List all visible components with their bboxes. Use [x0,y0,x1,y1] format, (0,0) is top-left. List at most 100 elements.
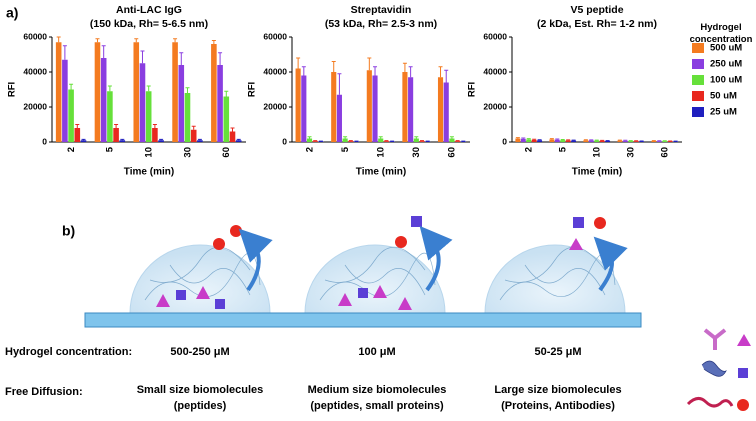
error-bar [521,137,526,139]
error-bar [623,139,628,141]
legend-swatch [692,91,704,101]
error-bar [373,66,378,76]
x-tick-label: 5 [558,146,569,152]
bar [617,140,623,142]
bar [460,141,466,142]
x-tick-label: 5 [340,146,351,152]
error-bar [101,45,106,58]
bar [583,140,589,142]
error-bar [560,139,565,141]
error-bar [159,138,164,141]
error-bar [455,140,460,142]
bar [560,140,566,142]
error-bar [114,124,119,128]
bar [667,141,673,142]
bar [353,141,360,142]
error-bar [134,38,139,43]
y-tick-label: 0 [282,136,287,146]
error-bar [402,62,407,72]
bar [605,140,611,142]
y-tick-label: 20000 [23,101,47,111]
y-tick-label: 60000 [263,31,287,41]
bar [455,141,461,142]
bar [55,42,62,142]
bar [119,140,126,142]
bar [100,58,107,142]
diffusion-text: Large size biomolecules [494,384,621,396]
chart-subtitle: (53 kDa, Rh= 2.5-3 nm) [325,18,437,30]
error-bar [438,66,443,78]
error-bar [179,52,184,65]
error-bar [230,127,235,132]
chart-title: V5 peptide [570,4,623,16]
error-bar [589,139,594,141]
error-bar [414,136,419,139]
bar [178,65,185,142]
x-tick-label: 5 [105,146,116,152]
panel-label: b) [62,223,75,239]
error-bar [384,140,389,142]
error-bar [348,140,353,142]
bar [336,94,342,142]
bar [389,141,395,142]
x-tick-label: 2 [524,147,535,152]
bar [526,139,532,142]
diffusion-text: (peptides) [174,400,227,412]
bar [229,131,236,142]
error-bar [140,50,145,64]
substrate [84,312,642,328]
bar [594,140,600,142]
concentration: 100 μM [358,346,395,358]
bar [588,140,594,142]
error-bar [526,138,531,140]
error-bar [56,36,61,43]
bar [190,129,197,142]
bar [184,93,191,142]
error-bar [449,136,454,139]
bar [656,141,662,142]
error-bar [537,139,542,141]
error-bar [152,124,157,128]
bar [94,42,101,142]
bar [449,138,455,142]
error-bar [146,85,151,92]
error-bar [173,38,178,43]
error-bar [236,138,241,141]
molecule-key [686,328,751,411]
concentration: 500-250 μM [170,346,229,358]
bar [158,140,164,142]
bar [628,140,634,142]
error-bar [69,83,74,90]
bar [217,65,223,142]
x-tick-label: 10 [592,147,603,158]
bar [366,70,372,142]
error-bar [62,45,67,60]
error-bar [107,85,112,92]
molecules [156,216,606,310]
error-bar [420,140,425,142]
bar [211,44,217,142]
bar [402,72,408,142]
error-bar [566,139,571,141]
x-tick-label: 30 [626,147,637,158]
error-bar [515,137,520,139]
y-tick-label: 0 [42,136,47,146]
legend-swatch [692,107,704,117]
bar [62,59,68,142]
bar [425,141,431,142]
bar [113,128,119,142]
bar [408,77,414,142]
bar [145,91,152,142]
bar [531,139,537,142]
error-bar [617,139,622,141]
y-tick-label: 60000 [483,31,507,41]
bar [295,68,301,142]
bar [331,72,337,142]
bar [419,141,425,142]
error-bar [594,139,599,141]
x-tick-label: 60 [660,147,671,158]
bar [437,77,444,142]
y-axis-title: RFI [467,82,478,97]
error-bar [343,136,348,139]
bar [312,141,318,142]
